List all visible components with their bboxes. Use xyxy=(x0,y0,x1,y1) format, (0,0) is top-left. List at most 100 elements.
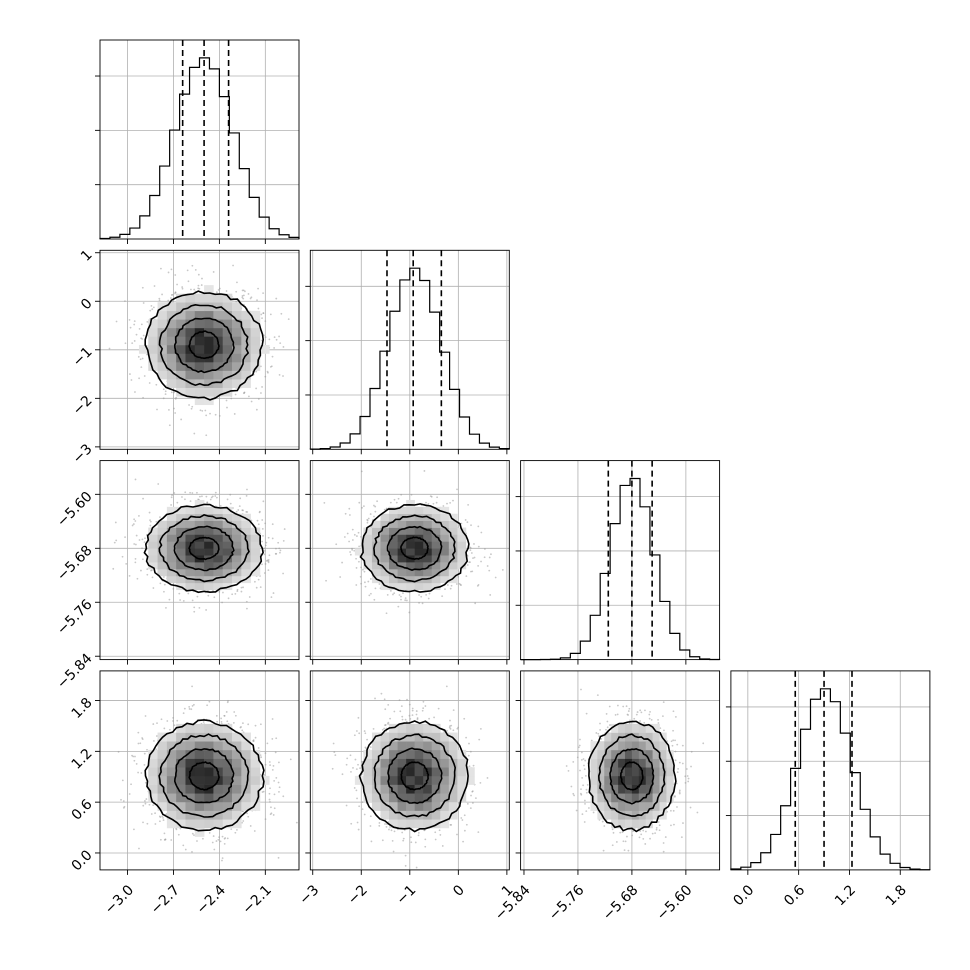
sample-point xyxy=(264,375,267,378)
sample-point xyxy=(149,524,152,527)
sample-point xyxy=(170,297,172,299)
sample-point xyxy=(140,337,143,340)
sample-point xyxy=(155,520,158,523)
density-cell xyxy=(204,336,214,346)
density-cell xyxy=(204,575,214,584)
density-cell xyxy=(166,534,177,542)
density-cell xyxy=(157,527,168,535)
sample-point xyxy=(124,536,126,539)
sample-point xyxy=(108,347,111,350)
sample-point xyxy=(138,327,141,330)
sample-point xyxy=(151,308,154,311)
contour-line xyxy=(158,514,250,583)
density-cell xyxy=(176,527,186,535)
sample-point xyxy=(219,505,222,507)
density-cell xyxy=(166,379,177,388)
density-cell xyxy=(222,506,233,515)
y-tick-label: −5.60 xyxy=(54,489,96,531)
density-cell xyxy=(176,513,186,521)
sample-point xyxy=(262,312,265,314)
density-cell xyxy=(222,379,233,388)
sample-point xyxy=(299,521,301,523)
density-cell xyxy=(423,506,433,515)
panel-frame xyxy=(309,460,510,661)
sample-point xyxy=(274,751,277,754)
sample-point xyxy=(183,707,186,710)
sample-point xyxy=(208,832,211,834)
density-cell xyxy=(380,569,390,577)
density-cell xyxy=(213,319,224,329)
density-cell xyxy=(232,548,242,556)
density-cell xyxy=(194,548,205,556)
density-cell xyxy=(185,506,196,515)
density-cell xyxy=(250,541,261,549)
sample-point xyxy=(170,504,172,506)
density-cell xyxy=(250,569,261,577)
density-cell xyxy=(363,541,373,549)
sample-point xyxy=(349,551,351,553)
sample-point xyxy=(358,501,361,504)
density-cell xyxy=(232,562,242,570)
sample-point xyxy=(172,587,175,590)
sample-point xyxy=(441,595,444,598)
density-cell xyxy=(414,513,424,521)
contour-line xyxy=(173,525,235,572)
sample-point xyxy=(374,510,377,513)
sample-point xyxy=(266,370,269,373)
sample-point xyxy=(279,549,282,552)
density-cell xyxy=(176,548,186,556)
density-cell xyxy=(371,562,381,570)
sample-point xyxy=(209,498,212,501)
sample-point xyxy=(221,857,224,860)
density-cell xyxy=(241,353,251,363)
sample-point xyxy=(191,832,194,835)
sample-point xyxy=(197,273,200,276)
sample-point xyxy=(138,539,141,541)
sample-point xyxy=(206,501,209,504)
density-cell xyxy=(241,379,251,388)
sample-point xyxy=(247,293,250,295)
sample-point xyxy=(225,290,228,292)
sample-point xyxy=(214,495,217,497)
density-cell xyxy=(148,534,158,542)
sample-point xyxy=(271,718,274,720)
density-cell xyxy=(213,527,224,535)
sample-point xyxy=(269,365,272,368)
density-cell xyxy=(232,527,242,535)
density-cell xyxy=(166,548,177,556)
sample-point xyxy=(160,718,163,721)
density-cell xyxy=(222,319,233,329)
density-cell xyxy=(250,327,261,337)
sample-point xyxy=(267,536,270,539)
sample-point xyxy=(275,547,277,550)
density-cell xyxy=(440,548,450,556)
sample-point xyxy=(133,320,136,323)
density-cell xyxy=(222,293,233,303)
sample-point xyxy=(236,588,239,591)
density-cell xyxy=(232,379,242,388)
density-cell xyxy=(148,344,158,354)
density-cell xyxy=(431,555,441,563)
sample-point xyxy=(201,495,203,498)
density-cell xyxy=(213,362,224,371)
density-cell xyxy=(204,527,214,535)
sample-point xyxy=(373,515,375,518)
panel-1-1 xyxy=(305,249,510,455)
sample-point xyxy=(176,501,179,504)
density-cell xyxy=(232,513,242,521)
sample-point xyxy=(143,541,146,544)
density-cell xyxy=(222,344,233,354)
sample-point xyxy=(241,509,244,512)
sample-point xyxy=(386,593,389,596)
sample-point xyxy=(323,501,326,504)
density-cell xyxy=(194,396,205,406)
sample-point xyxy=(250,400,253,403)
density-cell xyxy=(380,520,390,528)
sample-point xyxy=(249,825,252,827)
sample-point xyxy=(261,317,263,319)
density-cell xyxy=(431,534,441,542)
sample-point xyxy=(150,304,153,307)
sample-point xyxy=(268,554,271,557)
density-cell xyxy=(423,520,433,528)
density-cell xyxy=(431,562,441,570)
